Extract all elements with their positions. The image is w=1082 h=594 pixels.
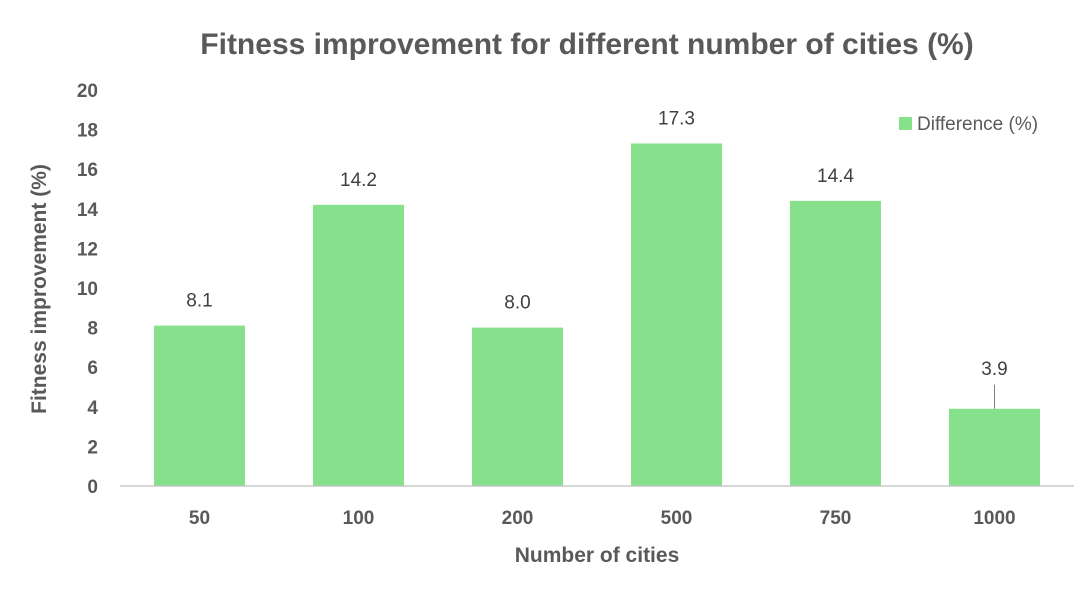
x-axis-ticks: 50 100 200 500 750 1000 [189, 508, 1016, 529]
y-tick-label: 20 [77, 81, 98, 102]
y-tick-label: 18 [77, 121, 98, 142]
bar [472, 327, 563, 486]
y-tick-label: 8 [87, 319, 98, 340]
x-tick-label: 200 [502, 508, 534, 529]
data-label: 8.1 [186, 291, 212, 312]
bar [631, 143, 722, 486]
y-tick-label: 14 [77, 200, 99, 221]
x-tick-label: 750 [820, 508, 852, 529]
y-tick-label: 10 [77, 279, 98, 300]
chart-title: Fitness improvement for different number… [200, 28, 973, 61]
y-tick-label: 16 [77, 160, 98, 181]
y-tick-label: 2 [87, 437, 98, 458]
legend: Difference (%) [899, 114, 1038, 135]
y-tick-label: 6 [87, 358, 98, 379]
x-tick-label: 500 [661, 508, 693, 529]
x-tick-label: 50 [189, 508, 210, 529]
y-tick-label: 0 [87, 477, 98, 498]
y-tick-label: 4 [87, 398, 98, 419]
y-axis-ticks: 0 2 4 6 8 10 12 14 16 18 20 [77, 81, 99, 498]
legend-label: Difference (%) [917, 114, 1038, 135]
bar [313, 204, 404, 486]
x-axis-title: Number of cities [515, 544, 680, 567]
data-label: 17.3 [658, 108, 695, 129]
data-label: 3.9 [981, 359, 1007, 380]
bar [154, 325, 245, 486]
bar [790, 200, 881, 486]
legend-swatch [899, 117, 912, 130]
data-label: 14.2 [340, 170, 377, 191]
y-tick-label: 12 [77, 239, 98, 260]
x-tick-label: 100 [343, 508, 375, 529]
data-label: 14.4 [817, 166, 854, 187]
data-label: 8.0 [504, 293, 530, 314]
bars-group: 8.1 14.2 8.0 17.3 14.4 3.9 [154, 108, 1040, 486]
bar [949, 408, 1040, 486]
x-tick-label: 1000 [973, 508, 1015, 529]
y-axis-title: Fitness improvement (%) [28, 164, 51, 414]
